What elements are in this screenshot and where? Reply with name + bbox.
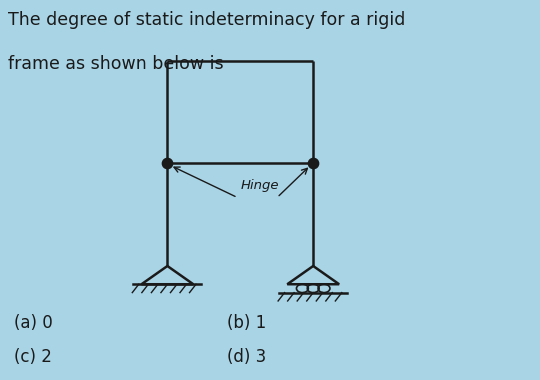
Text: (d) 3: (d) 3 [227, 348, 266, 366]
Text: (c) 2: (c) 2 [14, 348, 51, 366]
Text: Hinge: Hinge [240, 179, 279, 192]
Text: (b) 1: (b) 1 [227, 314, 266, 331]
Text: The degree of static indeterminacy for a rigid: The degree of static indeterminacy for a… [8, 11, 406, 29]
Point [309, 160, 318, 166]
Text: frame as shown below is: frame as shown below is [8, 55, 224, 73]
Text: (a) 0: (a) 0 [14, 314, 52, 331]
Point [163, 160, 172, 166]
